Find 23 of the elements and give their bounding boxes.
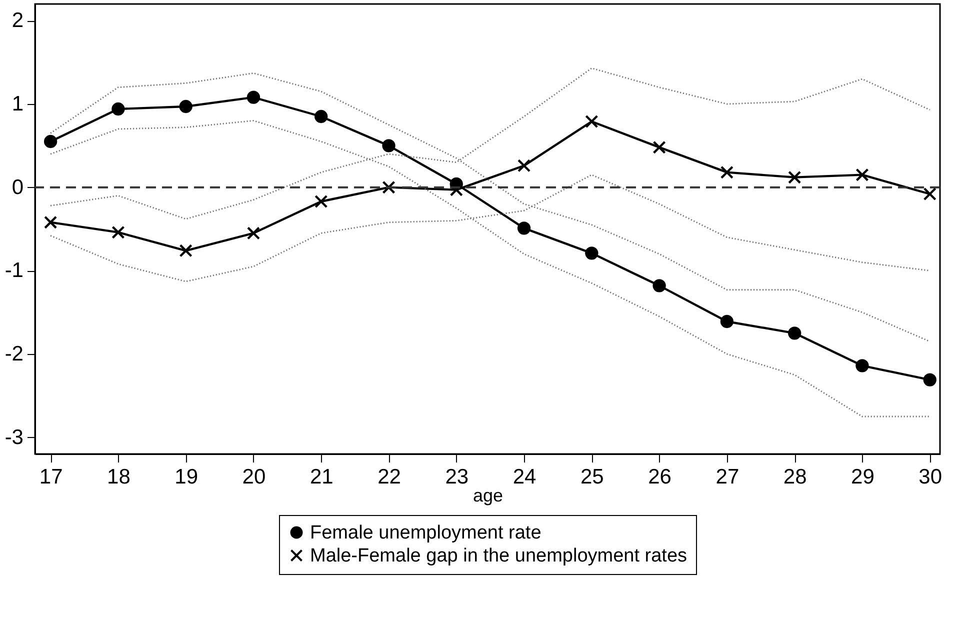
x-tick-label: 26	[648, 466, 672, 488]
x-tick-label: 29	[851, 466, 874, 488]
y-tick-label: 1	[12, 92, 24, 116]
x-tick-label: 27	[716, 466, 740, 488]
x-tick-label: 21	[310, 466, 334, 488]
y-tick-label: -3	[4, 426, 24, 449]
x-tick-label: 25	[580, 466, 604, 488]
x-tick-label: 17	[39, 466, 63, 488]
x-tick-label: 18	[107, 466, 130, 488]
y-tick-label: -1	[4, 259, 24, 282]
x-tick-label: 19	[174, 466, 198, 488]
x-tick-label: 22	[378, 466, 401, 488]
x-axis-title: age	[472, 486, 504, 506]
y-tick-label: 0	[12, 176, 24, 199]
legend-label: Female unemployment rate	[310, 522, 542, 544]
x-tick-label: 24	[512, 466, 537, 488]
legend-label: Male-Female gap in the unemployment rates	[310, 546, 688, 566]
x-tick-label: 30	[918, 466, 942, 488]
y-tick-label: 2	[12, 9, 24, 32]
y-tick-label: -2	[4, 342, 24, 366]
x-tick-label: 20	[242, 466, 266, 488]
x-tick-label: 23	[445, 466, 469, 488]
x-tick-label: 28	[783, 466, 807, 488]
